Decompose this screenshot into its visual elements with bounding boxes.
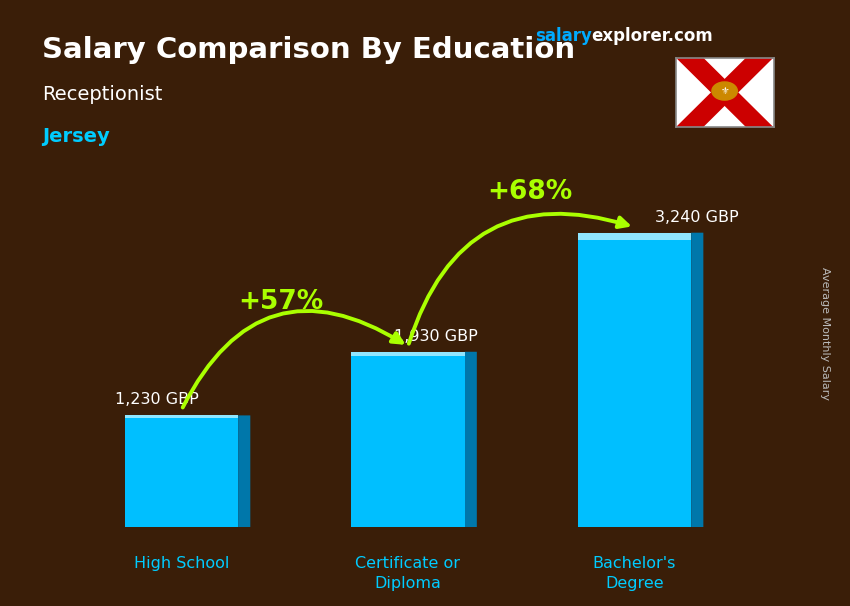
Polygon shape	[691, 233, 703, 527]
Text: 1,230 GBP: 1,230 GBP	[116, 392, 199, 407]
Text: explorer.com: explorer.com	[591, 27, 712, 45]
Bar	[578, 233, 691, 527]
Text: +57%: +57%	[238, 289, 323, 315]
Text: 3,240 GBP: 3,240 GBP	[655, 210, 739, 225]
Text: ⚜: ⚜	[720, 86, 729, 96]
Text: +68%: +68%	[487, 179, 573, 205]
Polygon shape	[465, 351, 477, 527]
Text: Certificate or
Diploma: Certificate or Diploma	[355, 556, 461, 591]
Text: Receptionist: Receptionist	[42, 85, 163, 104]
Polygon shape	[676, 58, 774, 127]
Text: High School: High School	[133, 556, 230, 571]
Text: Average Monthly Salary: Average Monthly Salary	[819, 267, 830, 400]
Polygon shape	[238, 415, 250, 527]
Bar	[351, 351, 465, 356]
Bar	[578, 233, 691, 240]
Circle shape	[712, 82, 737, 100]
Text: Jersey: Jersey	[42, 127, 110, 146]
Polygon shape	[676, 58, 774, 127]
Text: Salary Comparison By Education: Salary Comparison By Education	[42, 36, 575, 64]
Text: 1,930 GBP: 1,930 GBP	[394, 328, 478, 344]
Text: salary: salary	[536, 27, 592, 45]
Bar	[351, 351, 465, 527]
Bar	[125, 416, 238, 527]
Bar	[125, 416, 238, 418]
Text: Bachelor's
Degree: Bachelor's Degree	[592, 556, 677, 591]
